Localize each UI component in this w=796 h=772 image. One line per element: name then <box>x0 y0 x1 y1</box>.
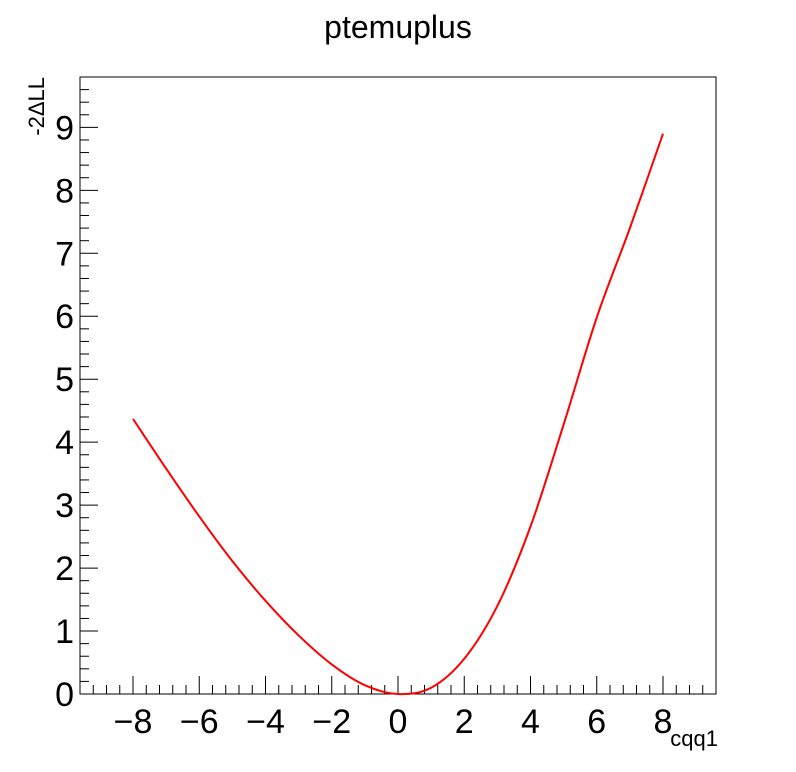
x-tick-label: 4 <box>521 703 540 741</box>
y-tick-label: 7 <box>55 235 74 273</box>
x-tick-label: −2 <box>312 703 351 741</box>
y-tick-label: 8 <box>55 172 74 210</box>
chart-title: ptemuplus <box>324 9 472 45</box>
y-tick-label: 1 <box>55 613 74 651</box>
y-tick-labels: 0 1 2 3 4 5 6 7 8 9 <box>55 109 74 714</box>
y-tick-label: 5 <box>55 361 74 399</box>
x-tick-label: −4 <box>246 703 285 741</box>
x-tick-label: 0 <box>389 703 408 741</box>
x-tick-label: −8 <box>114 703 153 741</box>
x-tick-label: 6 <box>587 703 606 741</box>
y-tick-label: 4 <box>55 424 74 462</box>
y-tick-label: 6 <box>55 298 74 336</box>
x-tick-label: 2 <box>455 703 474 741</box>
tick-marks <box>80 76 717 695</box>
x-axis-label: cqq1 <box>670 726 718 751</box>
y-tick-label: 0 <box>55 676 74 714</box>
y-axis-label: -2ΔLL <box>24 77 49 136</box>
y-tick-label: 9 <box>55 109 74 147</box>
y-tick-label: 2 <box>55 550 74 588</box>
x-tick-label: −6 <box>180 703 219 741</box>
x-tick-label: 8 <box>654 703 673 741</box>
series-layer <box>132 133 664 696</box>
plot-frame <box>79 76 717 695</box>
y-tick-label: 3 <box>55 487 74 525</box>
x-tick-labels: −8 −6 −4 −2 0 2 4 6 8 <box>114 703 673 741</box>
series-line <box>132 133 664 696</box>
